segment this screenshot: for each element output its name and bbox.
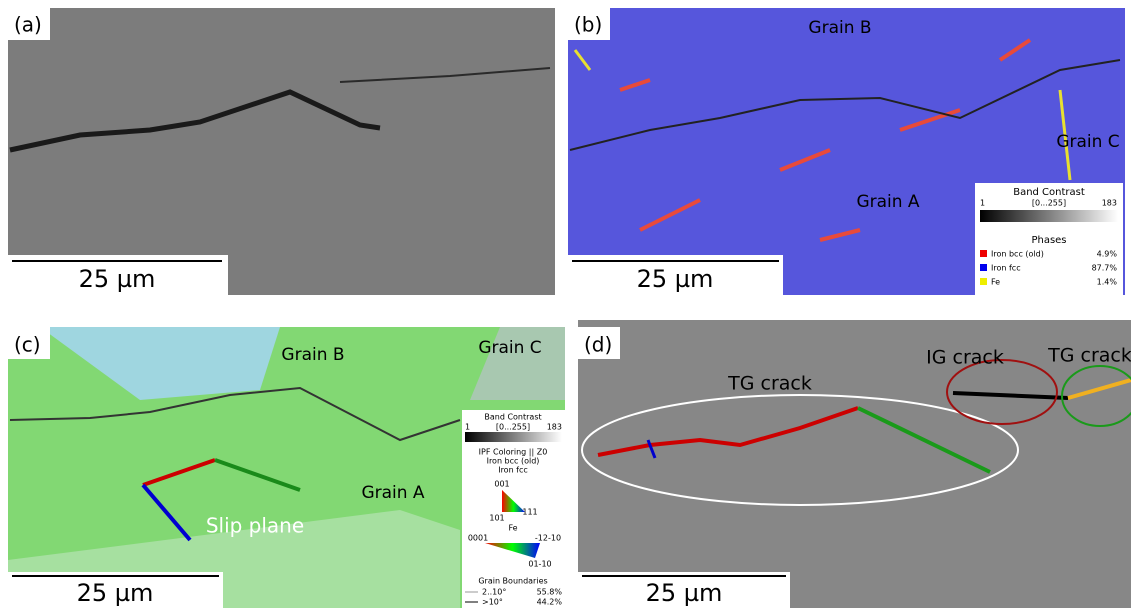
scale-bar-label: 25 µm (646, 579, 723, 607)
panel-c: Grain B Grain C Grain A Slip plane (c) B… (8, 327, 565, 608)
legend-max: 183 (1102, 199, 1117, 208)
legend-entry: >10° (482, 598, 503, 607)
panel-b: Grain B Grain C Grain A (b) Band Contras… (568, 8, 1125, 295)
ipf-key: -12-10 (535, 534, 561, 543)
annotation: Grain C (478, 338, 541, 358)
legend-subtitle: IPF Coloring || Z0 (479, 448, 548, 457)
panel-d: TG crack IG crack TG crack (d) 25 µm (578, 320, 1131, 608)
swatch (980, 250, 987, 257)
swatch (980, 264, 987, 271)
ipf-key: 111 (522, 508, 537, 517)
figure: (a) 25 µm Grain B Grain C Grain A (b) Ba… (0, 0, 1131, 608)
annotation: TG crack (1047, 345, 1131, 367)
legend-min: 1 (465, 423, 470, 432)
legend-title: Band Contrast (484, 413, 541, 422)
page: (a) 25 µm Grain B Grain C Grain A (b) Ba… (0, 0, 1131, 608)
legend-value: 87.7% (1092, 264, 1118, 273)
legend-subtitle: Grain Boundaries (478, 577, 547, 586)
legend-entry: 2..10° (482, 588, 506, 597)
swatch (980, 278, 987, 285)
annotation: Grain C (1056, 132, 1119, 152)
ipf-key: 001 (494, 480, 509, 489)
legend-value: 4.9% (1097, 250, 1118, 259)
scale-bar-label: 25 µm (77, 579, 154, 607)
legend-value: 55.8% (537, 588, 563, 597)
annotation: Grain A (856, 192, 919, 212)
legend-entry: Iron bcc (old) (487, 457, 540, 466)
legend-max: 183 (547, 423, 562, 432)
legend-value: 1.4% (1097, 278, 1118, 287)
legend-range: [0...255] (1032, 199, 1066, 208)
annotation: IG crack (926, 347, 1004, 369)
annotation: Grain B (281, 345, 344, 365)
ipf-key: 0001 (468, 534, 488, 543)
panel-label: (c) (14, 333, 41, 357)
panel-label: (a) (14, 13, 42, 37)
scale-bar-label: 25 µm (79, 265, 156, 293)
legend-entry: Iron fcc (498, 466, 528, 475)
legend-range: [0...255] (496, 423, 530, 432)
ipf-key: 01-10 (528, 560, 551, 569)
legend-entry: Iron fcc (991, 264, 1021, 273)
legend-min: 1 (980, 199, 985, 208)
legend-entry: Fe (991, 278, 1000, 287)
micrograph (8, 8, 555, 295)
scale-bar-label: 25 µm (637, 265, 714, 293)
legend-subtitle: Phases (1031, 235, 1066, 246)
panel-a: (a) 25 µm (8, 8, 555, 295)
annotation: Grain B (808, 18, 871, 38)
legend-title: Band Contrast (1013, 187, 1085, 198)
legend-value: 44.2% (537, 598, 563, 607)
legend-entry: Iron bcc (old) (991, 250, 1044, 259)
panel-label: (b) (574, 13, 602, 37)
legend-subtitle: Fe (508, 524, 517, 533)
annotation: TG crack (727, 373, 812, 395)
gradient (980, 210, 1118, 222)
panel-label: (d) (584, 333, 612, 357)
annotation: Grain A (361, 483, 424, 503)
ipf-key: 101 (489, 514, 504, 523)
gradient (465, 432, 562, 442)
annotation: Slip plane (206, 514, 304, 538)
